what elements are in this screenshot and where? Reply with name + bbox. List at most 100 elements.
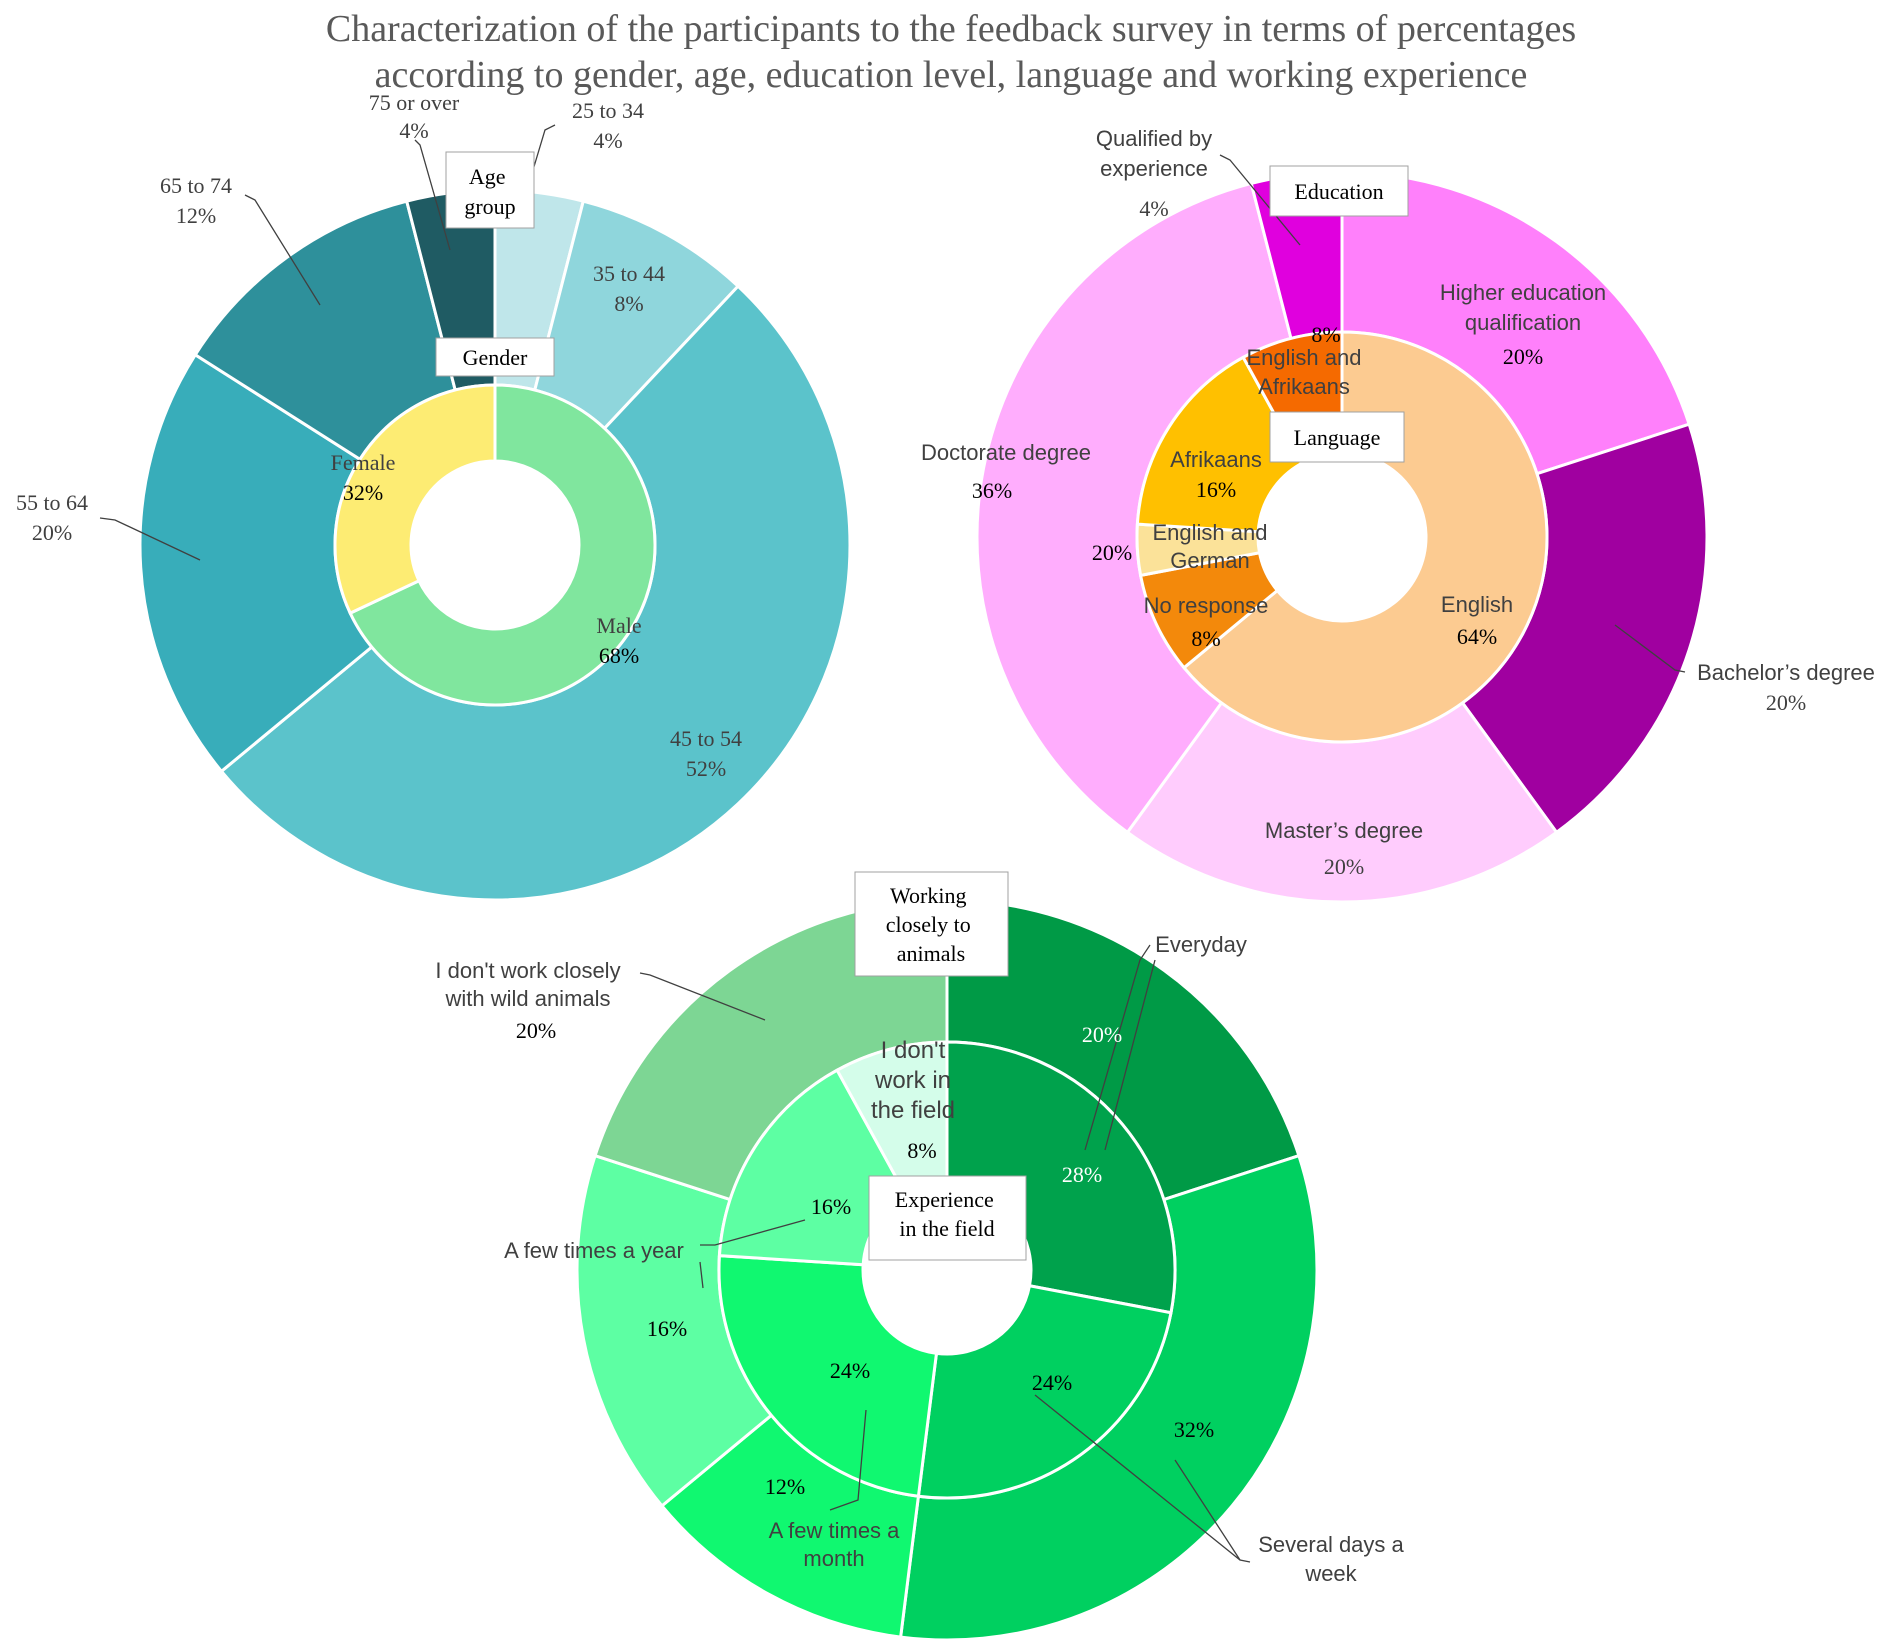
working-box-line-2: closely to <box>886 912 971 937</box>
label-english: English <box>1441 592 1513 617</box>
label-dont-work-line-1: I don't work closely <box>435 958 620 983</box>
label-75-over: 75 or over <box>369 90 460 115</box>
label-male-pct: 68% <box>599 643 639 668</box>
label-eng-ger-line-1: English and <box>1153 520 1268 545</box>
age-group-box-line-1: Age <box>469 164 506 189</box>
chart-title: Characterization of the participants to … <box>0 6 1902 98</box>
label-55-64: 55 to 64 <box>16 490 88 515</box>
label-eng-afr-pct: 8% <box>1311 322 1340 347</box>
label-qualified-line-1: Qualified by <box>1096 126 1212 151</box>
label-dont-work-line-2: with wild animals <box>444 986 610 1011</box>
label-bachelor-pct: 20% <box>1766 690 1806 715</box>
age-group-box <box>445 151 535 229</box>
leader-line-dont-work <box>639 972 766 1021</box>
label-boxes: Age group Gender Education Language Work… <box>435 151 1409 1261</box>
age-gender-labels: 25 to 34 4% 35 to 44 8% 45 to 54 52% 55 … <box>16 90 742 781</box>
label-qualified-line-2: experience <box>1100 156 1208 181</box>
label-eng-afr-line-1: English and <box>1247 345 1362 370</box>
leader-line-few-year-outer <box>699 1261 704 1289</box>
label-45-54: 45 to 54 <box>670 726 742 751</box>
chart-title-line-1: Characterization of the participants to … <box>325 8 1577 50</box>
label-no-response-pct: 8% <box>1191 626 1220 651</box>
working-box <box>854 871 1009 977</box>
label-45-54-pct: 52% <box>686 756 726 781</box>
label-not-in-field-line-3: the field <box>871 1097 955 1124</box>
slices-layer <box>138 170 1709 1642</box>
leader-line-55-64 <box>99 517 201 561</box>
gender-box-label: Gender <box>463 345 528 370</box>
label-not-in-field-line-2: work in <box>874 1067 951 1094</box>
education-box-label: Education <box>1294 179 1383 204</box>
label-few-month-line-1: A few times a <box>769 1518 901 1543</box>
experience-box-label: Experience in the field <box>895 1187 999 1241</box>
leader-line-few-year <box>700 1219 806 1246</box>
slice-experience-segment-3 <box>717 1254 939 1498</box>
label-master: Master’s degree <box>1265 818 1423 843</box>
label-few-month-line-2: month <box>803 1546 864 1571</box>
label-female: Female <box>331 450 396 475</box>
label-higher-line-2: qualification <box>1465 310 1581 335</box>
label-higher-pct: 20% <box>1503 344 1543 369</box>
leader-line-everyday-inner <box>1104 959 1156 1151</box>
label-35-44-pct: 8% <box>614 291 643 316</box>
label-few-year: A few times a year <box>504 1238 684 1263</box>
education-language-labels: Qualified by experience 4% Higher educat… <box>921 126 1875 879</box>
label-several-line-1: Several days a <box>1258 1532 1404 1557</box>
label-female-pct: 32% <box>343 480 383 505</box>
slice-experience-segment-2 <box>916 1283 1173 1500</box>
label-few-year-pct: 16% <box>647 1316 687 1341</box>
label-several-pct: 32% <box>1174 1417 1214 1442</box>
label-55-64-pct: 20% <box>32 520 72 545</box>
experience-box-line-1: Experience <box>895 1187 994 1212</box>
leader-line-few-month <box>829 1409 867 1511</box>
label-dont-work-pct: 20% <box>516 1018 556 1043</box>
leader-line-75 <box>414 139 451 251</box>
label-exp-28-pct: 28% <box>1062 1162 1102 1187</box>
label-25-34-pct: 4% <box>593 128 622 153</box>
label-afrikaans: Afrikaans <box>1170 447 1262 472</box>
experience-box-line-2: in the field <box>899 1216 994 1241</box>
label-afrikaans-pct: 16% <box>1196 477 1236 502</box>
label-exp-24-right-pct: 24% <box>1032 1370 1072 1395</box>
chart-title-line-2: according to gender, age, education leve… <box>374 54 1528 96</box>
slice-language-english <box>1181 330 1549 744</box>
label-bachelor: Bachelor’s degree <box>1697 660 1875 685</box>
leader-line-bachelor <box>1614 624 1686 673</box>
working-experience-labels: I don't work closely with wild animals 2… <box>435 932 1404 1586</box>
leader-line-65-74 <box>244 194 321 306</box>
label-35-44: 35 to 44 <box>593 261 665 286</box>
label-master-pct: 20% <box>1324 854 1364 879</box>
label-eng-ger-line-2: German <box>1170 548 1249 573</box>
label-eng-afr-line-2: Afrikaans <box>1258 374 1350 399</box>
label-doctorate-pct: 36% <box>972 478 1012 503</box>
leader-line-25-34 <box>529 124 556 181</box>
working-box-label: Working closely to animals <box>886 883 976 966</box>
label-qualified-pct: 4% <box>1139 196 1168 221</box>
label-no-response: No response <box>1144 593 1269 618</box>
leader-line-qualified <box>1219 154 1301 246</box>
slice-language-afrikaans <box>1135 355 1304 534</box>
label-few-month-pct: 12% <box>765 1474 805 1499</box>
slice-gender-female <box>333 383 497 616</box>
label-male: Male <box>596 613 641 638</box>
leader-lines <box>99 124 1686 1563</box>
label-eng-ger-pct: 20% <box>1092 540 1132 565</box>
label-65-74: 65 to 74 <box>160 173 232 198</box>
working-box-line-1: Working <box>890 883 966 908</box>
label-higher-line-1: Higher education <box>1440 280 1606 305</box>
label-25-34: 25 to 34 <box>572 98 644 123</box>
leader-line-several-outer <box>1174 1459 1241 1561</box>
age-group-box-label: Age group <box>464 164 515 219</box>
slice-gender-male <box>348 383 657 707</box>
label-not-in-field-pct: 8% <box>907 1138 936 1163</box>
working-box-line-3: animals <box>897 941 965 966</box>
education-box <box>1269 165 1409 217</box>
label-75-over-pct: 4% <box>399 118 428 143</box>
label-doctorate: Doctorate degree <box>921 440 1091 465</box>
leader-line-everyday <box>1084 944 1151 1151</box>
label-65-74-pct: 12% <box>176 203 216 228</box>
language-box <box>1269 411 1405 463</box>
label-everyday: Everyday <box>1155 932 1247 957</box>
gender-box <box>435 337 555 377</box>
